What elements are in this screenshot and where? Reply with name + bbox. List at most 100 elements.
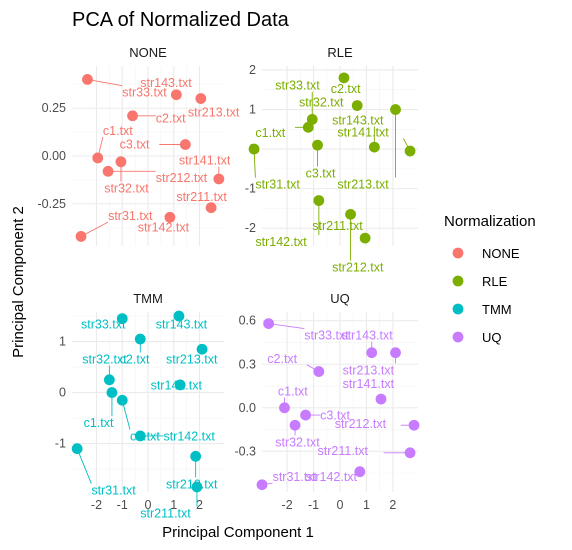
point-label: str213.txt	[188, 106, 240, 120]
legend-key	[452, 275, 464, 287]
scatter-point	[345, 208, 356, 220]
scatter-point	[191, 481, 203, 493]
scatter-point	[127, 110, 138, 122]
scatter-point	[116, 394, 128, 406]
legend-label: UQ	[482, 330, 502, 345]
legend-entry: RLE	[452, 274, 508, 289]
scatter-point	[248, 143, 260, 155]
point-label: str31.txt	[273, 470, 318, 484]
point-label: str143.txt	[332, 114, 384, 128]
legend: Normalization NONE RLE TMM UQ	[444, 213, 536, 345]
facet-panels: NONE-0.250.000.25str33.txtstr143.txtstr2…	[38, 45, 420, 520]
point-label: str31.txt	[108, 209, 153, 223]
legend-label: RLE	[482, 274, 508, 289]
y-tick-label: 0.0	[239, 401, 256, 415]
x-tick-label: -2	[282, 498, 293, 512]
point-label: str32.txt	[82, 353, 127, 367]
label-leader-line	[76, 448, 92, 484]
chart-title: PCA of Normalized Data	[72, 9, 290, 31]
legend-key	[452, 303, 464, 315]
scatter-point	[102, 165, 114, 177]
scatter-point	[190, 450, 202, 462]
point-label: str213.txt	[166, 353, 218, 367]
point-label: str211.txt	[176, 190, 227, 204]
scatter-point	[313, 195, 325, 206]
point-label: str211.txt	[318, 444, 369, 458]
point-label: str213.txt	[343, 363, 395, 377]
legend-label: TMM	[482, 302, 512, 317]
point-label: str32.txt	[299, 95, 344, 109]
scatter-point	[312, 139, 323, 151]
point-label: str33.txt	[122, 86, 167, 100]
y-tick-label: -0.25	[38, 197, 67, 211]
legend-key	[452, 331, 464, 343]
y-tick-label: -1	[55, 437, 66, 451]
panel-tmm: TMM -1 0 1 -2 -1 0 1 2 str33.txt str143.txt str32.t…	[55, 291, 224, 520]
x-tick-label: -1	[117, 498, 128, 512]
y-tick-label: -2	[245, 221, 256, 235]
point-label: c1.txt	[103, 124, 133, 138]
scatter-point	[300, 409, 312, 421]
scatter-point	[196, 343, 208, 355]
point-label: str212.txt	[332, 261, 384, 275]
point-label: str142.txt	[306, 470, 358, 484]
x-tick-label: 1	[363, 498, 370, 512]
point-label: str141.txt	[151, 379, 203, 393]
legend-entry: UQ	[452, 330, 502, 345]
point-label: str32.txt	[104, 181, 149, 195]
gridlines	[72, 312, 224, 492]
point-label: c3.txt	[320, 408, 350, 422]
scatter-point	[375, 393, 387, 405]
point-label: str142.txt	[138, 221, 190, 235]
y-tick-label: 1	[59, 335, 66, 349]
legend-entry: NONE	[452, 246, 520, 261]
scatter-point	[263, 318, 275, 330]
scatter-point	[256, 479, 268, 491]
point-label: str141.txt	[337, 125, 389, 139]
x-tick-label: 0	[145, 498, 152, 512]
point-label: c2.txt	[120, 353, 150, 367]
legend-title: Normalization	[444, 213, 536, 230]
y-tick-label: 1	[249, 103, 256, 117]
point-label: str32.txt	[275, 435, 320, 449]
scatter-point	[390, 347, 401, 359]
x-axis-title: Principal Component 1	[162, 524, 314, 541]
point-label: str143.txt	[341, 329, 393, 343]
point-label: c2.txt	[156, 111, 186, 125]
point-label: str31.txt	[255, 178, 300, 192]
scatter-point	[195, 93, 207, 104]
scatter-point	[116, 313, 128, 325]
scatter-point	[134, 333, 146, 345]
point-label: str142.txt	[163, 429, 215, 443]
facet-strip-label: NONE	[129, 45, 167, 60]
y-tick-label: 0.00	[42, 149, 66, 163]
scatter-point	[92, 152, 104, 164]
point-label: str212.txt	[335, 417, 387, 431]
x-tick-label: 1	[170, 498, 177, 512]
point-label: c3.txt	[306, 167, 336, 181]
point-label: str33.txt	[304, 329, 349, 343]
scatter-point	[289, 419, 301, 431]
facet-strip-label: UQ	[330, 291, 350, 306]
point-label: c3.txt	[130, 429, 160, 443]
scatter-point	[174, 379, 186, 391]
legend-key	[452, 247, 464, 259]
scatter-point	[390, 104, 401, 115]
scatter-point	[170, 89, 182, 101]
x-tick-label: -2	[91, 498, 102, 512]
label-leader-line	[87, 78, 123, 87]
facet-strip-label: TMM	[133, 291, 163, 306]
panel-uq: UQ -0.3 0.0 0.3 0.6 -2 -1 0 1 2 str33.txtstr143.tx…	[234, 291, 420, 512]
y-tick-label: 0.3	[239, 357, 256, 371]
scatter-point	[106, 387, 118, 398]
point-label: c1.txt	[278, 384, 308, 398]
scatter-point	[279, 402, 290, 414]
point-label: str211.txt	[312, 219, 363, 233]
scatter-point	[404, 145, 416, 157]
scatter-point	[408, 419, 420, 431]
y-axis-title: Principal Component 2	[10, 206, 27, 358]
scatter-point	[164, 211, 176, 223]
y-tick-label: -1	[245, 182, 256, 196]
